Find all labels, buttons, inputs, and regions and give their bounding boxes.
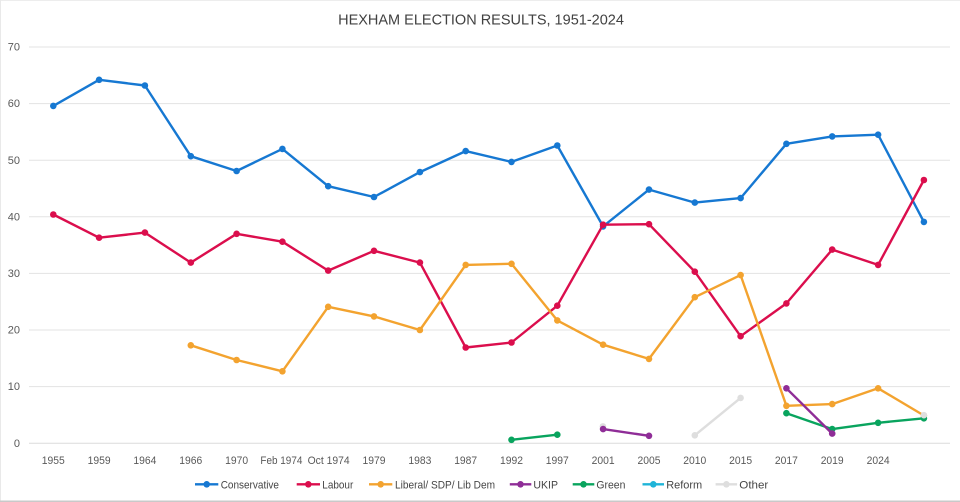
- svg-text:2019: 2019: [821, 455, 844, 467]
- svg-text:70: 70: [8, 42, 20, 54]
- svg-text:1987: 1987: [454, 455, 477, 467]
- svg-text:1997: 1997: [546, 455, 569, 467]
- svg-text:2005: 2005: [638, 455, 661, 467]
- svg-text:Other: Other: [739, 480, 768, 492]
- svg-text:1959: 1959: [88, 455, 111, 467]
- svg-text:50: 50: [8, 155, 20, 167]
- svg-text:30: 30: [8, 268, 20, 280]
- svg-text:Conservative: Conservative: [221, 480, 279, 492]
- svg-text:1966: 1966: [179, 455, 202, 467]
- svg-text:60: 60: [8, 98, 20, 110]
- svg-text:Reform: Reform: [666, 480, 702, 492]
- svg-text:2024: 2024: [867, 455, 890, 467]
- svg-text:2010: 2010: [683, 455, 706, 467]
- svg-text:2015: 2015: [729, 455, 752, 467]
- svg-text:Green: Green: [596, 480, 625, 492]
- svg-text:Labour: Labour: [322, 480, 353, 492]
- svg-text:40: 40: [8, 211, 20, 223]
- svg-text:2001: 2001: [592, 455, 615, 467]
- svg-text:20: 20: [8, 325, 20, 337]
- svg-text:Liberal/ SDP/ Lib Dem: Liberal/ SDP/ Lib Dem: [395, 480, 495, 492]
- svg-text:HEXHAM ELECTION RESULTS, 1951-: HEXHAM ELECTION RESULTS, 1951-2024: [338, 12, 624, 28]
- svg-text:0: 0: [14, 438, 20, 450]
- svg-text:2017: 2017: [775, 455, 798, 467]
- svg-text:1970: 1970: [225, 455, 248, 467]
- svg-text:Feb 1974: Feb 1974: [260, 455, 302, 467]
- svg-text:1979: 1979: [363, 455, 386, 467]
- svg-text:Oct 1974: Oct 1974: [308, 455, 350, 467]
- svg-text:1983: 1983: [408, 455, 431, 467]
- svg-text:1955: 1955: [42, 455, 65, 467]
- svg-text:1992: 1992: [500, 455, 523, 467]
- svg-text:UKIP: UKIP: [533, 480, 558, 492]
- svg-text:1964: 1964: [133, 455, 156, 467]
- svg-text:10: 10: [8, 381, 20, 393]
